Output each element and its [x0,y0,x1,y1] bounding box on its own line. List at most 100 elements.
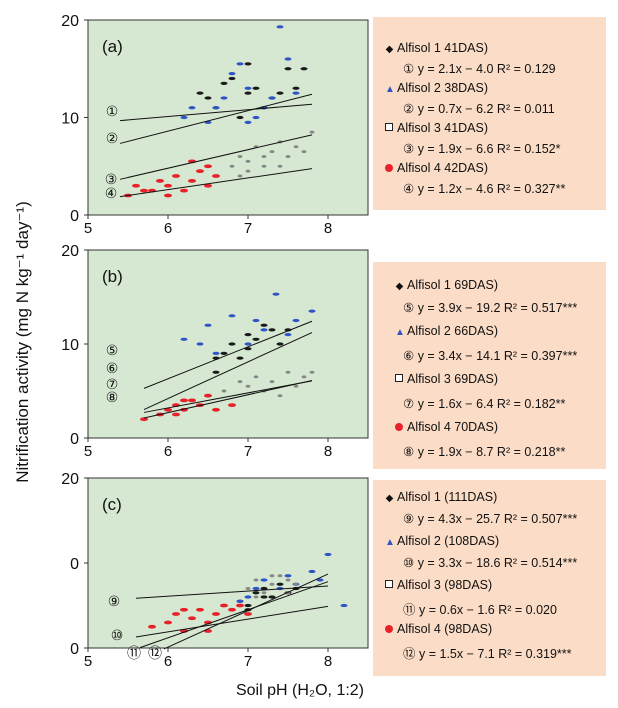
panel-c-series-2-point [244,595,252,599]
panel-b-series-1-point [212,370,220,374]
panel-a-series-4-point [188,178,196,183]
panel-a-series-2-point [220,96,228,100]
legend-c-series-2-name: Alfisol 2 (108DAS) [397,534,500,548]
triangle-icon: ▲ [385,537,395,548]
legend-c-eq-2-num: ⑩ [403,556,415,570]
legend-c-eq-3: ⑪ y = 0.6x − 1.6 R² = 0.020 [403,599,557,618]
panel-c-series-3-point [245,587,251,590]
panel-c-series-4-point [188,616,196,621]
panel-a-fit-line-4 [119,168,313,198]
legend-a-series-2: ▲ Alfisol 2 38DAS) [385,81,488,95]
panel-a-series-4-point [172,174,180,178]
legend-b: ◆ Alfisol 1 69DAS) ⑤ y = 3.9x − 19.2 R² =… [373,262,606,469]
panel-a-series-1-point [228,76,236,81]
panel-a-series-2-point [268,96,276,100]
panel-a-series-1-point [244,91,252,95]
panel-a-series-4-point [164,183,172,188]
panel-b-series-3-point [237,380,243,384]
panel-c-series-1-point [244,603,252,608]
legend-c-eq-4: ⑫ y = 1.5x − 7.1 R² = 0.319*** [403,643,572,662]
panel-a-series-2-point [284,57,292,61]
panel-a-series-3-point [237,155,243,158]
panel-b-series-2-point [204,323,212,327]
panel-b-series-3-point [293,384,299,388]
legend-b-eq-4-text: y = 1.9x − 8.7 R² = 0.218** [417,445,566,459]
x-axis-label: Soil pH (H₂O, 1:2) [235,682,365,699]
panel-a-series-1-point [252,86,260,90]
panel-c-series-2-point [260,578,268,582]
panel-a-y-tick-label: 10 [61,111,79,128]
panel-c-fit-line-label-4: ⑫ [148,646,162,662]
panel-b-series-3-point [277,394,283,398]
panel-c-series-4-point [236,603,244,608]
legend-c-series-4: Alfisol 4 (98DAS) [385,622,492,636]
legend-c-series-4-name: Alfisol 4 (98DAS) [397,622,493,636]
panel-b-series-2-point [180,337,188,341]
panel-b-series-3-point [309,370,315,374]
panel-a-series-1-point [276,91,284,95]
panel-c-series-4-point [244,612,252,616]
panel-c-series-2-point [284,574,292,578]
legend-b-eq-3-num: ⑦ [403,397,415,411]
panel-a-series-1-point [284,67,292,71]
panel-b-fit-line-3 [143,380,313,413]
panel-b-series-3-point [245,384,251,388]
panel-a-series-3-point [285,155,291,158]
legend-c-series-3-name: Alfisol 3 (98DAS) [397,578,493,592]
panel-b-fit-line-label-2: ⑥ [106,361,119,377]
panel-a-fit-line-3 [119,134,313,180]
panel-b-series-2-point [252,318,260,323]
panel-c-y-tick-label: 0 [70,641,79,658]
panel-b-y-tick-label: 0 [70,431,79,448]
panel-b-series-2-point [212,351,220,355]
panel-c-y-tick-label: 20 [61,471,79,488]
circle-icon [385,164,393,172]
panel-a-series-4-point [180,188,188,193]
panel-b-series-1-point [260,323,268,327]
legend-c-series-2: ▲ Alfisol 2 (108DAS) [385,534,499,548]
panel-a-series-4-point [140,188,148,193]
panel-b-series-1-point [228,342,236,346]
legend-b-eq-3-text: y = 1.6x − 6.4 R² = 0.182** [417,397,566,411]
panel-c-series-4-point [164,620,172,625]
circle-icon [395,423,403,431]
panel-b-series-2-point [292,318,300,323]
panel-a-series-2-point [212,106,220,110]
panel-a-series-3-point [277,164,283,168]
panel-c-fit-line-1 [163,573,329,650]
panel-a-series-1-point [204,96,212,100]
panel-b-y-tick-label: 10 [61,337,79,354]
panel-b-series-4-point [228,403,236,407]
panel-a-series-3-point [301,150,307,154]
panel-c-series-3-point [285,578,291,582]
panel-b-series-1-point [268,328,276,332]
panel-a-fit-line-label-2: ② [106,131,119,147]
panel-a-series-3-point [245,159,251,163]
panel-b-label: (b) [102,267,123,286]
panel-b-series-2-point [272,292,280,296]
legend-b-series-4: Alfisol 4 70DAS) [395,420,498,434]
panel-b-fit-line-1 [143,332,313,410]
panel-a-series-2-point [292,91,300,95]
legend-a-eq-3: ③ y = 1.9x − 6.6 R² = 0.152* [403,141,561,156]
panel-c-series-4-point [228,607,236,612]
panel-a-x-tick-label: 6 [164,220,172,237]
panel-b-series-3-point [269,380,275,384]
legend-c-series-1: ◆ Alfisol 1 (111DAS) [385,490,498,504]
panel-a-series-3-point [269,150,275,154]
panel-b-series-3-point [301,375,307,379]
panel-c-series-1-point [260,586,268,591]
panel-b-series-4-point [188,398,196,403]
legend-b-eq-3: ⑦ y = 1.6x − 6.4 R² = 0.182** [403,396,565,411]
panel-a-series-4-point [164,193,172,198]
panel-b-y-tick-label: 20 [61,243,79,260]
panel-a-series-2-point [276,25,284,29]
legend-c-eq-1: ⑨ y = 4.3x − 25.7 R² = 0.507*** [403,511,577,526]
panel-a-series-3-point [261,155,267,158]
panel-b-series-4-point [180,398,188,403]
panel-c-series-2-point [316,578,324,582]
panel-c-series-4-point [212,612,220,616]
legend-a-series-4-name: Alfisol 4 42DAS) [397,161,489,175]
legend-a-series-3-name: Alfisol 3 41DAS) [397,121,489,135]
